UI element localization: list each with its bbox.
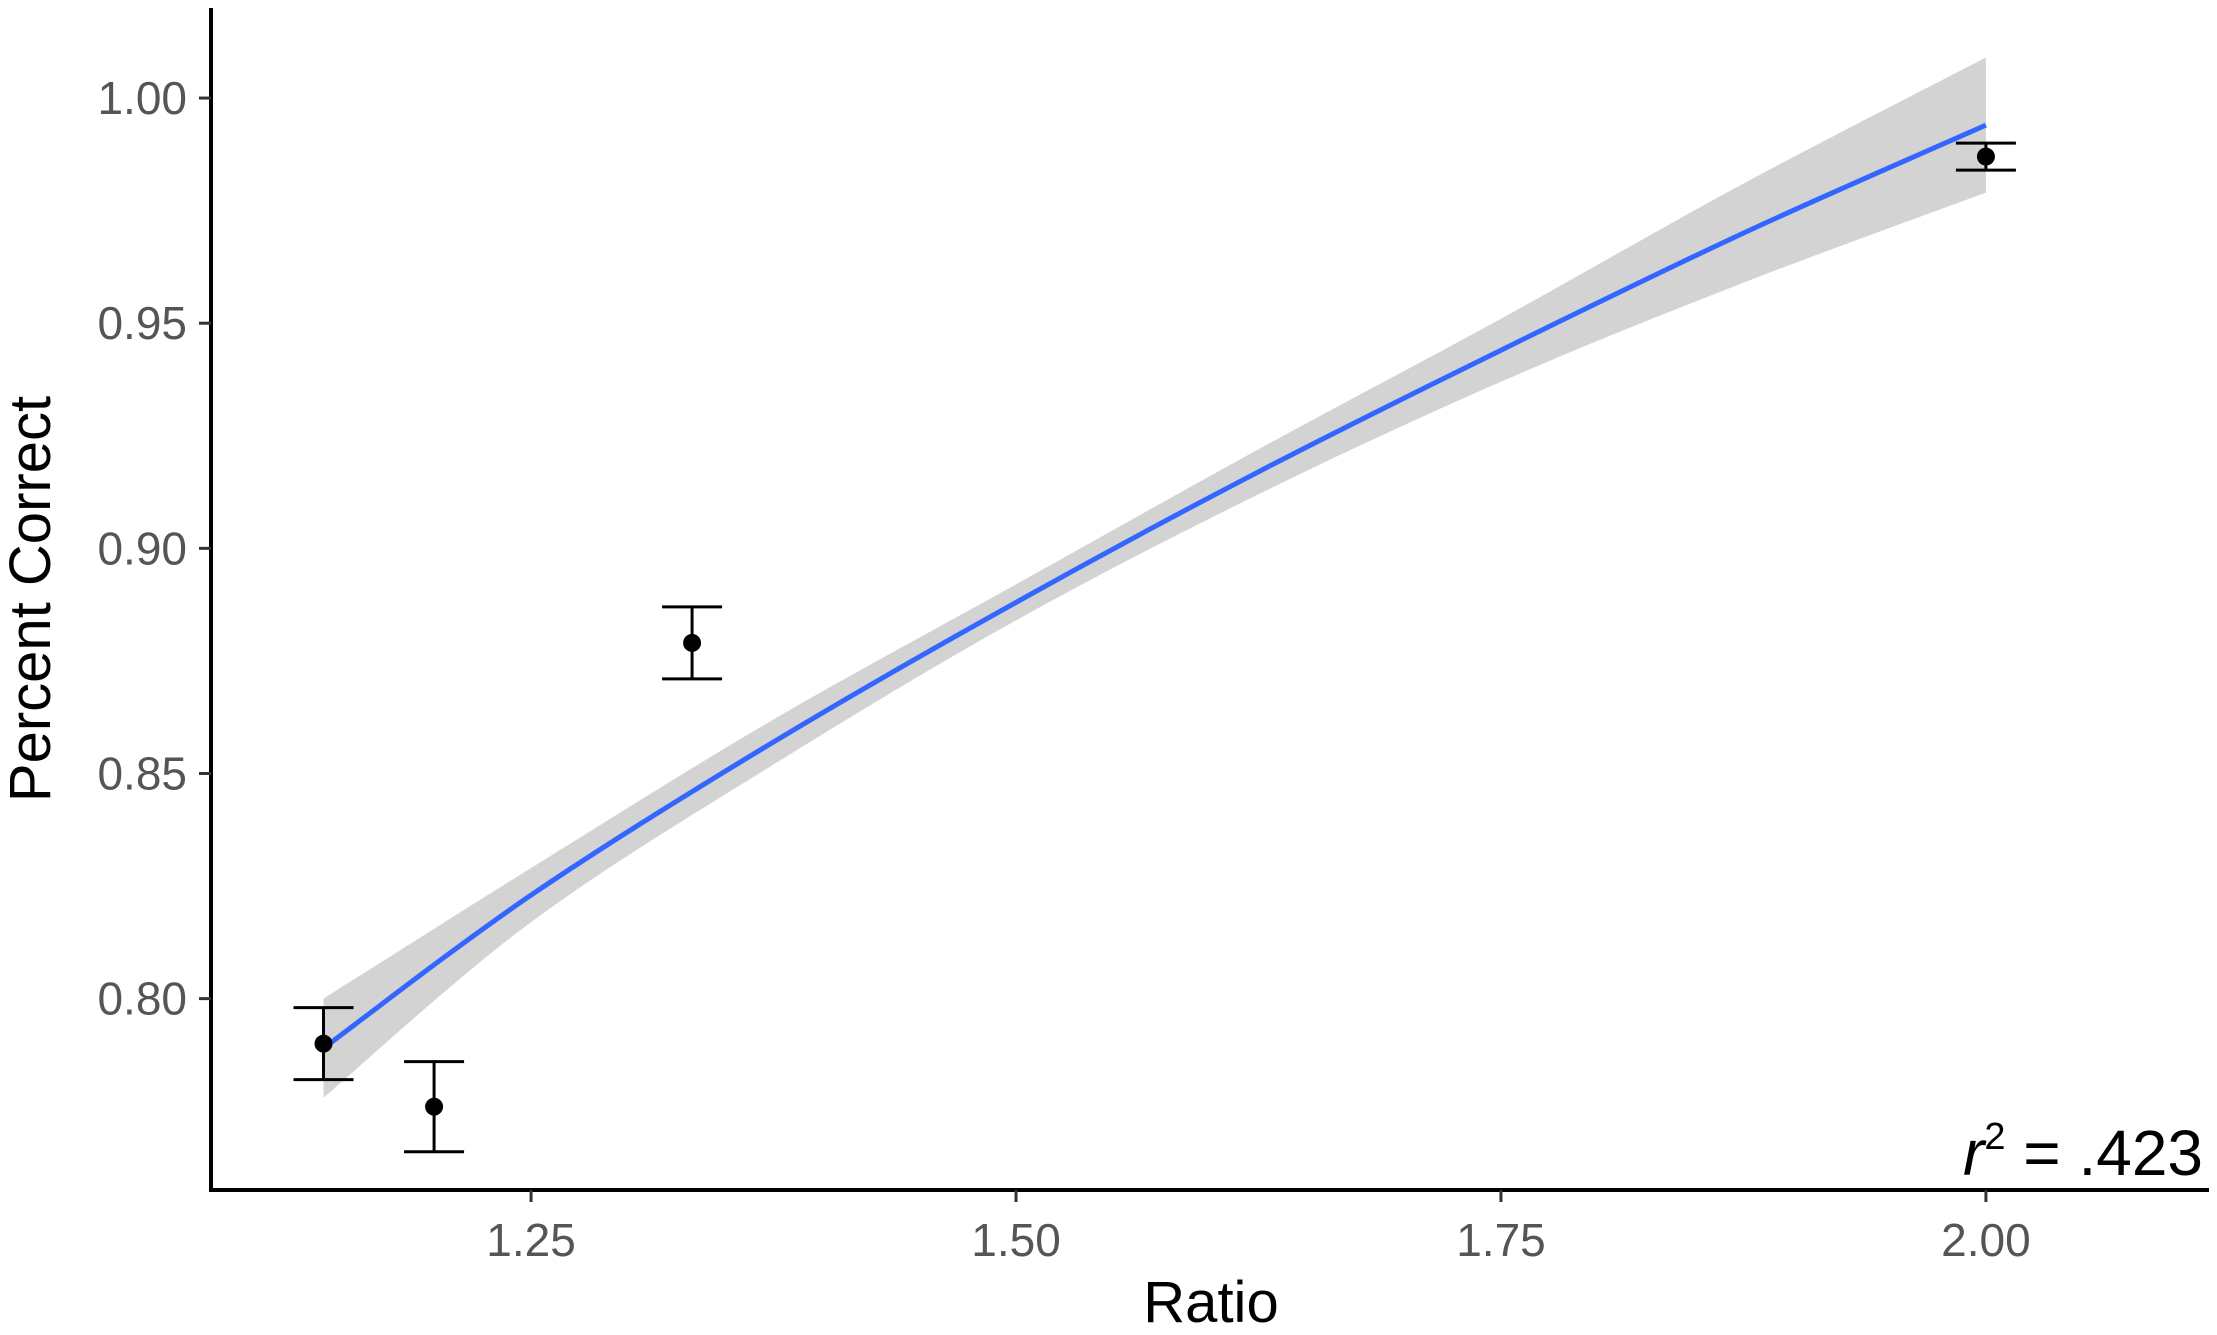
fit-line — [322, 122, 1987, 1051]
plot-area — [293, 57, 2016, 1154]
r-squared-annotation: r2 = .423 — [1963, 1116, 2203, 1189]
point-marker — [314, 1034, 333, 1053]
x-axis-ticks: 1.25 1.50 1.75 2.00 — [486, 1190, 2031, 1266]
data-point-2 — [404, 1060, 465, 1154]
y-tick-label: 0.80 — [97, 973, 187, 1025]
x-tick-label: 1.50 — [971, 1214, 1061, 1266]
x-tick-label: 1.75 — [1456, 1214, 1546, 1266]
x-tick-label: 1.25 — [486, 1214, 576, 1266]
data-point-1 — [293, 1006, 354, 1082]
y-axis-ticks: 0.80 0.85 0.90 0.95 1.00 — [97, 72, 211, 1025]
y-tick-label: 0.85 — [97, 747, 187, 799]
x-tick-label: 2.00 — [1941, 1214, 2031, 1266]
y-axis-title: Percent Correct — [0, 396, 63, 802]
data-points — [293, 141, 2016, 1154]
x-axis-title: Ratio — [1143, 1270, 1278, 1335]
point-marker — [1976, 147, 1995, 166]
point-marker — [425, 1097, 444, 1116]
point-marker — [683, 633, 702, 652]
data-point-3 — [662, 605, 723, 681]
y-tick-label: 1.00 — [97, 72, 187, 124]
data-point-4 — [1955, 141, 2016, 172]
confidence-band — [323, 57, 1986, 1098]
y-tick-label: 0.90 — [97, 522, 187, 574]
y-tick-label: 0.95 — [97, 297, 187, 349]
